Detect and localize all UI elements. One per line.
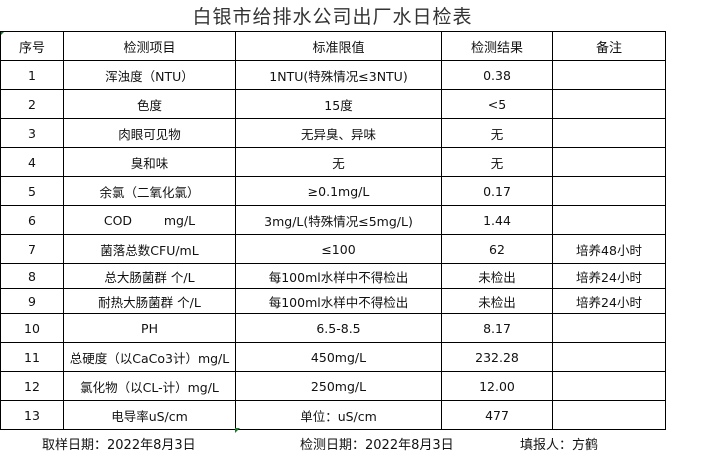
- table-row: 7 菌落总数CFU/mL ≤100 62 培养48小时: [0, 234, 666, 264]
- page-title: 白银市给排水公司出厂水日检表: [192, 6, 473, 28]
- table-row: 1 浑浊度（NTU） 1NTU(特殊情况≤3NTU) 0.38: [0, 60, 666, 90]
- table-cell: 450mg/L: [235, 342, 442, 372]
- table-cell: 每100ml水样中不得检出: [235, 288, 442, 314]
- table-cell: 耐热大肠菌群 个/L: [63, 288, 236, 314]
- table-cell: 62: [441, 234, 553, 264]
- table-cell: 477: [441, 400, 553, 430]
- table-cell: 培养24小时: [552, 263, 666, 289]
- table-cell: 单位：uS/cm: [235, 400, 442, 430]
- table-cell: 总硬度（以CaCo3计）mg/L: [63, 342, 236, 372]
- table-cell: 氯化物（以CL-计）mg/L: [63, 371, 236, 401]
- table-cell: 250mg/L: [235, 371, 442, 401]
- table-cell: 未检出: [441, 263, 553, 289]
- table-cell: COD mg/L: [63, 205, 236, 235]
- table-cell: 6: [0, 205, 64, 235]
- table-row: 3 肉眼可见物 无异臭、异味无: [0, 118, 666, 148]
- table-cell: [552, 118, 666, 148]
- table-cell: 肉眼可见物: [63, 118, 236, 148]
- table-cell: 1: [0, 60, 64, 90]
- table-cell: [552, 400, 666, 430]
- inspection-table: 序号 检测项目 标准限值 检测结果 备注 1 浑浊度（NTU） 1NTU(特殊情况≤…: [0, 31, 666, 430]
- table-cell: [552, 205, 666, 235]
- table-cell: 8: [0, 263, 64, 289]
- table-cell: 色度: [63, 89, 236, 119]
- table-cell: 3: [0, 118, 64, 148]
- table-cell: 8.17: [441, 313, 553, 343]
- table-cell: 13: [0, 400, 64, 430]
- table-cell: 总大肠菌群 个/L: [63, 263, 236, 289]
- table-row: 6 COD mg/L 3mg/L(特殊情况≤5mg/L) 1.44: [0, 205, 666, 235]
- table-cell: 7: [0, 234, 64, 264]
- table-cell: 0.17: [441, 176, 553, 206]
- header-cell: 标准限值: [235, 31, 442, 61]
- table-row: 2 色度 15度 <5: [0, 89, 666, 119]
- table-row: 9 耐热大肠菌群 个/L 每100ml水样中不得检出 未检出 培养24小时: [0, 288, 666, 314]
- header-cell: 检测结果: [441, 31, 553, 61]
- table-cell: <5: [441, 89, 553, 119]
- table-cell: PH: [63, 313, 236, 343]
- table-cell: 每100ml水样中不得检出: [235, 263, 442, 289]
- table-cell: [552, 147, 666, 177]
- table-cell: 232.28: [441, 342, 553, 372]
- header-cell: 序号: [0, 31, 64, 61]
- table-cell: 12: [0, 371, 64, 401]
- table-cell: [552, 60, 666, 90]
- table-cell: 无: [441, 118, 553, 148]
- table-cell: 6.5-8.5: [235, 313, 442, 343]
- cell-marker-icon: [235, 428, 240, 433]
- table-cell: 浑浊度（NTU）: [63, 60, 236, 90]
- table-cell: 9: [0, 288, 64, 314]
- table-cell: 无: [441, 147, 553, 177]
- table-cell: 11: [0, 342, 64, 372]
- table-cell: 臭和味: [63, 147, 236, 177]
- table-cell: 0.38: [441, 60, 553, 90]
- table-row: 13 电导率uS/cm 单位：uS/cm 477: [0, 400, 666, 430]
- table-row: 10 PH 6.5-8.5 8.17: [0, 313, 666, 343]
- table-cell: 无异臭、异味: [235, 118, 442, 148]
- table-cell: [552, 313, 666, 343]
- table-row: 5 余氯（二氧化氯） ≥0.1mg/L 0.17: [0, 176, 666, 206]
- table-cell: [552, 176, 666, 206]
- table-cell: 培养24小时: [552, 288, 666, 314]
- header-cell: 备注: [552, 31, 666, 61]
- table-cell: 12.00: [441, 371, 553, 401]
- table-cell: 3mg/L(特殊情况≤5mg/L): [235, 205, 442, 235]
- table-cell: 1NTU(特殊情况≤3NTU): [235, 60, 442, 90]
- table-cell: ≤100: [235, 234, 442, 264]
- table-cell: 4: [0, 147, 64, 177]
- table-cell: 电导率uS/cm: [63, 400, 236, 430]
- table-cell: 余氯（二氧化氯）: [63, 176, 236, 206]
- table-cell: [552, 342, 666, 372]
- table-cell: 15度: [235, 89, 442, 119]
- reporter: 填报人：方鹤: [520, 438, 599, 453]
- table-cell: 未检出: [441, 288, 553, 314]
- table-cell: 5: [0, 176, 64, 206]
- table-cell: 无: [235, 147, 442, 177]
- table-row: 8 总大肠菌群 个/L 每100ml水样中不得检出 未检出 培养24小时: [0, 263, 666, 289]
- test-date: 检测日期：2022年8月3日: [300, 438, 454, 453]
- table-cell: 菌落总数CFU/mL: [63, 234, 236, 264]
- table-row: 12 氯化物（以CL-计）mg/L 250mg/L 12.00: [0, 371, 666, 401]
- sampling-date: 取样日期：2022年8月3日: [42, 438, 196, 453]
- table-cell: [552, 89, 666, 119]
- table-header-row: 序号 检测项目 标准限值 检测结果 备注: [0, 31, 666, 61]
- header-cell: 检测项目: [63, 31, 236, 61]
- table-cell: 1.44: [441, 205, 553, 235]
- table-cell: 培养48小时: [552, 234, 666, 264]
- table-cell: [552, 371, 666, 401]
- table-cell: 2: [0, 89, 64, 119]
- table-row: 11 总硬度（以CaCo3计）mg/L 450mg/L 232.28: [0, 342, 666, 372]
- table-cell: 10: [0, 313, 64, 343]
- table-row: 4 臭和味无无: [0, 147, 666, 177]
- table-cell: ≥0.1mg/L: [235, 176, 442, 206]
